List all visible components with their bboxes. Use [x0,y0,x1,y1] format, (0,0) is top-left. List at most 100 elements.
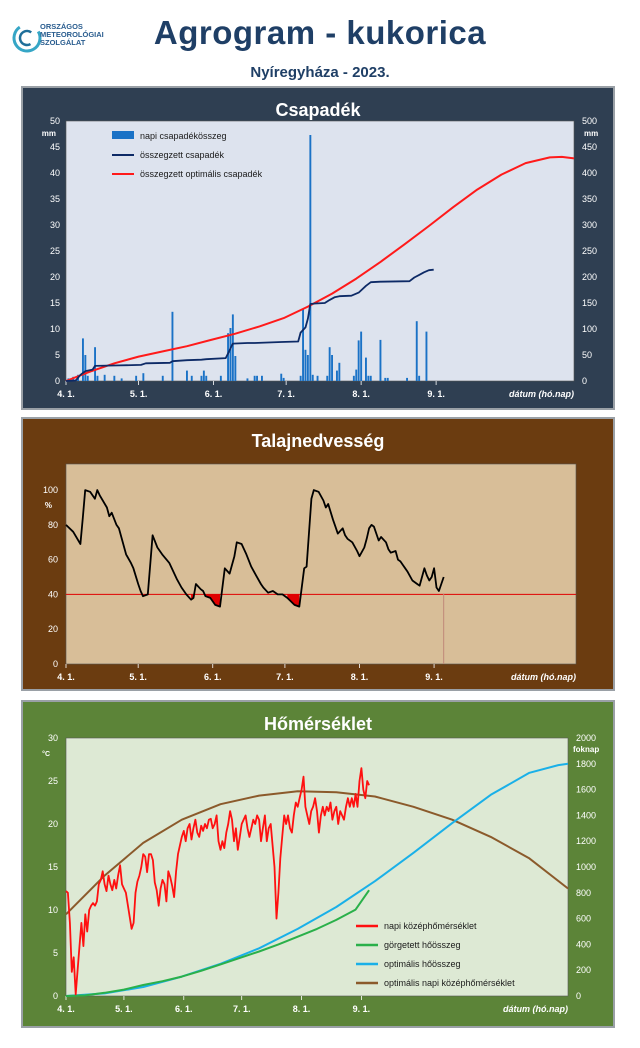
y-tick-label-right: 600 [576,914,591,924]
precip-bar [200,375,203,381]
y-tick-label-right: 2000 [576,733,596,743]
x-tick-label: 8. 1. [352,389,370,399]
precip-bar [360,331,363,381]
precip-bar [306,355,309,381]
y-tick-label-left: 10 [50,324,60,334]
x-tick-label: 5. 1. [130,389,148,399]
precip-bar [365,357,367,381]
x-tick-label: 6. 1. [205,389,223,399]
plot-area [65,737,569,997]
y-tick-label: 0 [53,659,58,669]
y-axis-label-left: mm [42,129,56,138]
y-tick-label-left: 20 [48,819,58,829]
x-tick-label: 6. 1. [204,672,222,682]
logo-text: ORSZÁGOS METEOROLÓGIAI SZOLGÁLAT [40,23,104,47]
y-tick-label-right: 1400 [576,810,596,820]
precip-bar [406,377,408,381]
soil-moisture-line [65,489,445,608]
plot-area [65,463,577,665]
logo-line: ORSZÁGOS [40,22,83,31]
precip-bar [415,321,418,381]
precip-bar [142,373,145,381]
precip-bar [280,373,283,381]
precip-bar [261,375,263,381]
optimal-cumulative-precip-line [65,155,575,382]
y-tick-label-right: 350 [582,194,597,204]
precip-bar [161,375,164,381]
precip-bar [379,339,382,381]
y-tick-label-right: 150 [582,298,597,308]
y-tick-label-right: 0 [582,376,587,386]
precip-bar [227,333,229,381]
y-tick-label-right: 1800 [576,759,596,769]
precip-bar [336,370,338,381]
logo-line: METEOROLÓGIAI [40,30,104,39]
precip-bar [171,311,174,381]
precip-bar [304,349,307,381]
y-tick-label-left: 25 [48,776,58,786]
plot-area [65,120,575,382]
y-axis-label: % [45,501,52,510]
y-tick-label-left: 25 [50,246,60,256]
y-tick-label-right: 1200 [576,836,596,846]
precip-bar [338,362,341,381]
x-tick-label: 9. 1. [427,389,445,399]
legend-label: összegzett csapadék [140,150,225,160]
precip-bar [367,375,370,381]
y-axis-label-right: mm [584,129,598,138]
cumulative-precip-line [65,268,434,382]
y-tick-label-left: 5 [55,350,60,360]
precip-bar [331,355,333,381]
precip-bar [120,378,123,381]
x-tick-label: 8. 1. [293,1004,311,1014]
precip-bar [357,340,360,381]
precip-bar [355,369,358,381]
y-tick-label-left: 35 [50,194,60,204]
y-tick-label-left: 45 [50,142,60,152]
y-tick-label: 100 [43,485,58,495]
x-axis-label: dátum (hó.nap) [503,1004,568,1014]
y-tick-label-right: 300 [582,220,597,230]
y-tick-label-right: 0 [576,991,581,1001]
x-tick-label: 4. 1. [57,389,75,399]
x-axis-label: dátum (hó.nap) [509,389,574,399]
precip-bar [418,375,421,381]
legend-label: napi középhőmérséklet [384,921,477,931]
x-axis-label: dátum (hó.nap) [511,672,576,682]
x-tick-label: 4. 1. [57,672,75,682]
precip-bar [190,375,193,381]
y-tick-label-right: 1000 [576,862,596,872]
precip-bar [425,331,428,381]
y-tick-label-left: 20 [50,272,60,282]
y-tick-label: 80 [48,520,58,530]
precip-bar [103,374,106,381]
precip-bar [256,375,258,381]
deficit-area [287,594,300,607]
precip-bar [316,375,319,381]
y-tick-label: 40 [48,589,58,599]
y-tick-label-left: 15 [50,298,60,308]
legend-label: görgetett hőösszeg [384,940,461,950]
precip-bar [309,135,312,381]
precip-bar [253,375,256,381]
y-axis-label-left: °C [42,750,50,758]
y-tick-label-right: 200 [576,965,591,975]
temperature-chart: Hőmérséklet 0 5 10 15 20 25 30 0 200 400 600 800 1000… [21,700,615,1028]
precip-bar [326,375,329,381]
precip-bar [386,377,389,381]
precip-bar [282,377,285,381]
soil-moisture-chart: Talajnedvesség 0 20 40 60 80 100% 4. 1. 5. 1. 6. … [21,417,615,691]
precip-bar [219,375,222,381]
precip-bar [234,356,237,381]
page-subtitle: Nyíregyháza - 2023. [250,64,390,81]
precip-bar [302,308,304,381]
optimal-heat-sum-line [65,762,569,997]
legend-swatch-bars [112,131,134,139]
chart-title: Talajnedvesség [252,431,385,451]
logo-line: SZOLGÁLAT [40,38,86,47]
x-tick-label: 7. 1. [276,672,294,682]
x-tick-label: 9. 1. [353,1004,371,1014]
precip-bar [94,347,96,381]
x-tick-label: 9. 1. [425,672,443,682]
x-tick-label: 4. 1. [57,1004,75,1014]
